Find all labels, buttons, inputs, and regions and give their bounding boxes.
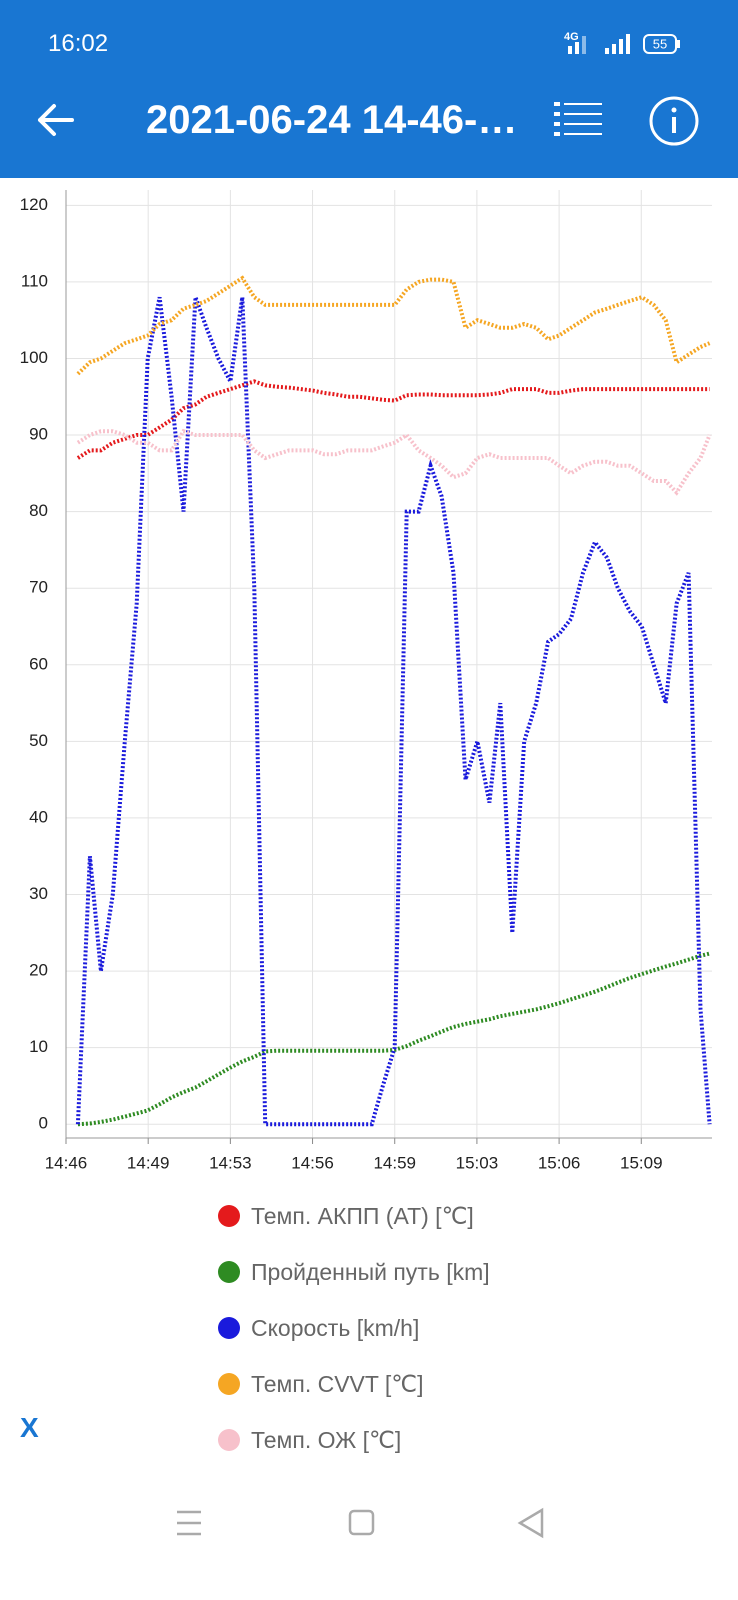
- header-title: 2021-06-24 14-46-…: [146, 98, 518, 142]
- chart: 0 10 20 30 40 50 60 70 80 90 100 110 120 14:46 14:49 14…: [20, 190, 712, 1172]
- legend-swatch: [218, 1205, 240, 1227]
- back-button[interactable]: [36, 100, 76, 140]
- y-tick-label: 0: [39, 1114, 48, 1133]
- y-tick-label: 100: [20, 348, 48, 367]
- x-tick-label: 14:53: [209, 1153, 252, 1172]
- close-button[interactable]: X: [20, 1412, 39, 1443]
- y-tick-label: 90: [29, 425, 48, 444]
- list-button[interactable]: [552, 98, 604, 142]
- legend-swatch: [218, 1317, 240, 1339]
- app-bar: 16:02 4G 55 2021-06-24 14-46-…: [0, 0, 738, 178]
- battery-level: 55: [653, 36, 667, 51]
- legend-label: Скорость [km/h]: [251, 1314, 420, 1341]
- series-line: [76, 428, 712, 496]
- network-type: 4G: [564, 31, 579, 43]
- y-tick-label: 60: [29, 654, 48, 673]
- x-tick-label: 15:06: [538, 1153, 581, 1172]
- legend-swatch: [218, 1429, 240, 1451]
- info-button[interactable]: [648, 95, 700, 147]
- legend-item: Скорость [km/h]: [218, 1300, 490, 1356]
- x-tick-label: 14:49: [127, 1153, 170, 1172]
- legend: Темп. АКПП (AT) [℃] Пройденный путь [km] С…: [218, 1188, 490, 1468]
- y-tick-label: 10: [29, 1037, 48, 1056]
- series-line: [75, 296, 712, 1127]
- y-tick-label: 30: [29, 884, 48, 903]
- legend-label: Пройденный путь [km]: [251, 1258, 490, 1285]
- nav-bar: [177, 1507, 544, 1539]
- y-tick-label: 80: [29, 501, 48, 520]
- y-tick-label: 50: [29, 731, 48, 750]
- x-tick-label: 14:46: [45, 1153, 88, 1172]
- legend-label: Темп. АКПП (AT) [℃]: [251, 1202, 474, 1229]
- legend-item: Темп. АКПП (AT) [℃]: [218, 1188, 490, 1244]
- status-time: 16:02: [48, 30, 109, 57]
- y-tick-label: 20: [29, 961, 48, 980]
- x-tick-label: 15:03: [456, 1153, 499, 1172]
- legend-label: Темп. ОЖ [℃]: [251, 1426, 402, 1453]
- x-tick-label: 15:09: [620, 1153, 663, 1172]
- series-line: [76, 275, 711, 376]
- series-line: [76, 379, 710, 460]
- y-tick-label: 40: [29, 807, 48, 826]
- x-tick-label: 14:56: [291, 1153, 334, 1172]
- y-tick-label: 110: [21, 271, 48, 290]
- y-tick-label: 70: [29, 578, 48, 597]
- legend-item: Темп. CVVT [℃]: [218, 1356, 490, 1412]
- x-tick-label: 14:59: [373, 1153, 416, 1172]
- legend-item: Пройденный путь [km]: [218, 1244, 490, 1300]
- y-tick-label: 120: [20, 195, 48, 214]
- legend-swatch: [218, 1373, 240, 1395]
- legend-label: Темп. CVVT [℃]: [251, 1370, 424, 1397]
- series-line: [77, 951, 711, 1127]
- legend-swatch: [218, 1261, 240, 1283]
- status-icons: 4G 55: [564, 31, 680, 54]
- legend-item: Темп. ОЖ [℃]: [218, 1412, 490, 1468]
